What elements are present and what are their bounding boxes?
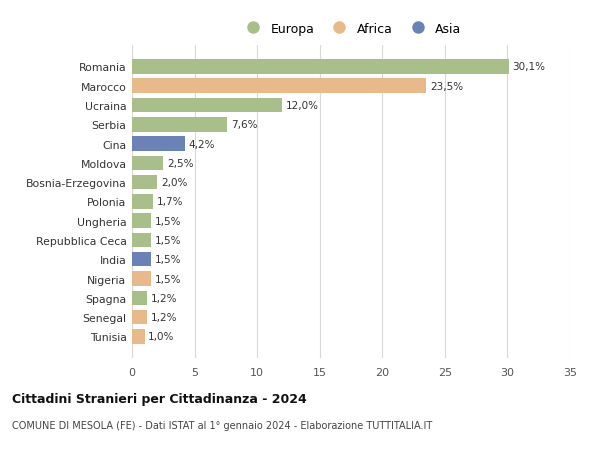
Text: 4,2%: 4,2% [188, 139, 215, 149]
Legend: Europa, Africa, Asia: Europa, Africa, Asia [235, 18, 467, 41]
Text: 30,1%: 30,1% [512, 62, 545, 72]
Bar [132, 291, 147, 305]
Text: Cittadini Stranieri per Cittadinanza - 2024: Cittadini Stranieri per Cittadinanza - 2… [12, 392, 307, 405]
Bar [132, 118, 227, 132]
Bar [132, 99, 282, 113]
Text: 1,7%: 1,7% [157, 197, 184, 207]
Bar [132, 233, 151, 248]
Bar [132, 195, 153, 209]
Bar [132, 156, 163, 171]
Bar [132, 137, 185, 151]
Text: 1,5%: 1,5% [155, 274, 181, 284]
Text: 1,2%: 1,2% [151, 313, 177, 322]
Bar [132, 60, 509, 74]
Text: 2,5%: 2,5% [167, 158, 194, 168]
Text: 1,5%: 1,5% [155, 216, 181, 226]
Text: 2,0%: 2,0% [161, 178, 187, 188]
Text: 7,6%: 7,6% [231, 120, 257, 130]
Bar [132, 214, 151, 229]
Text: 1,5%: 1,5% [155, 255, 181, 265]
Bar [132, 310, 147, 325]
Bar [132, 252, 151, 267]
Bar [132, 330, 145, 344]
Bar [132, 79, 426, 94]
Bar [132, 175, 157, 190]
Text: 23,5%: 23,5% [430, 82, 463, 91]
Text: 1,5%: 1,5% [155, 235, 181, 246]
Text: 1,2%: 1,2% [151, 293, 177, 303]
Text: 12,0%: 12,0% [286, 101, 319, 111]
Text: COMUNE DI MESOLA (FE) - Dati ISTAT al 1° gennaio 2024 - Elaborazione TUTTITALIA.: COMUNE DI MESOLA (FE) - Dati ISTAT al 1°… [12, 420, 432, 430]
Bar [132, 272, 151, 286]
Text: 1,0%: 1,0% [148, 332, 175, 341]
